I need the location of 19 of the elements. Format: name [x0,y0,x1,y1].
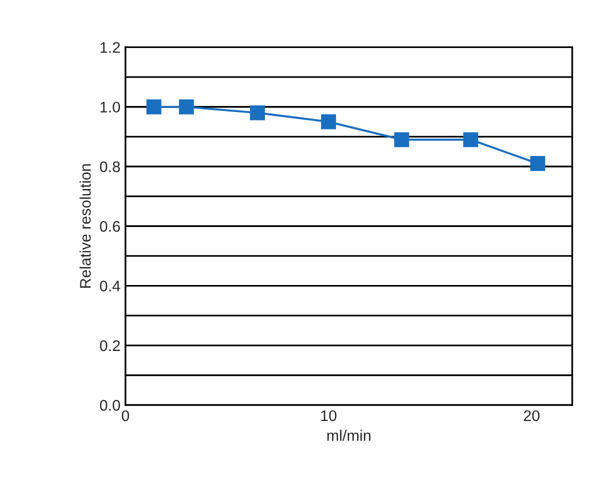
y-tick-label: 0.8 [100,161,120,172]
y-tick-label: 1.0 [100,102,120,113]
y-tick-label: 0.4 [100,280,120,292]
point [146,99,162,114]
point [321,114,336,130]
point [250,105,265,120]
x-tick-label: 0 [122,410,130,422]
y-axis-title: Relative resolution [80,164,91,288]
x-axis-title: ml/min [327,430,370,441]
y-tick-label: 0.0 [100,400,120,411]
x-tick-label: 10 [321,410,336,422]
point [530,156,546,171]
y-tick-label: 0.6 [100,221,120,232]
y-tick-label: 1.2 [100,42,120,53]
point [394,132,410,148]
point [178,99,194,114]
x-tick-label: 20 [524,410,540,422]
y-tick-label: 0.2 [100,340,120,352]
point [463,132,478,148]
